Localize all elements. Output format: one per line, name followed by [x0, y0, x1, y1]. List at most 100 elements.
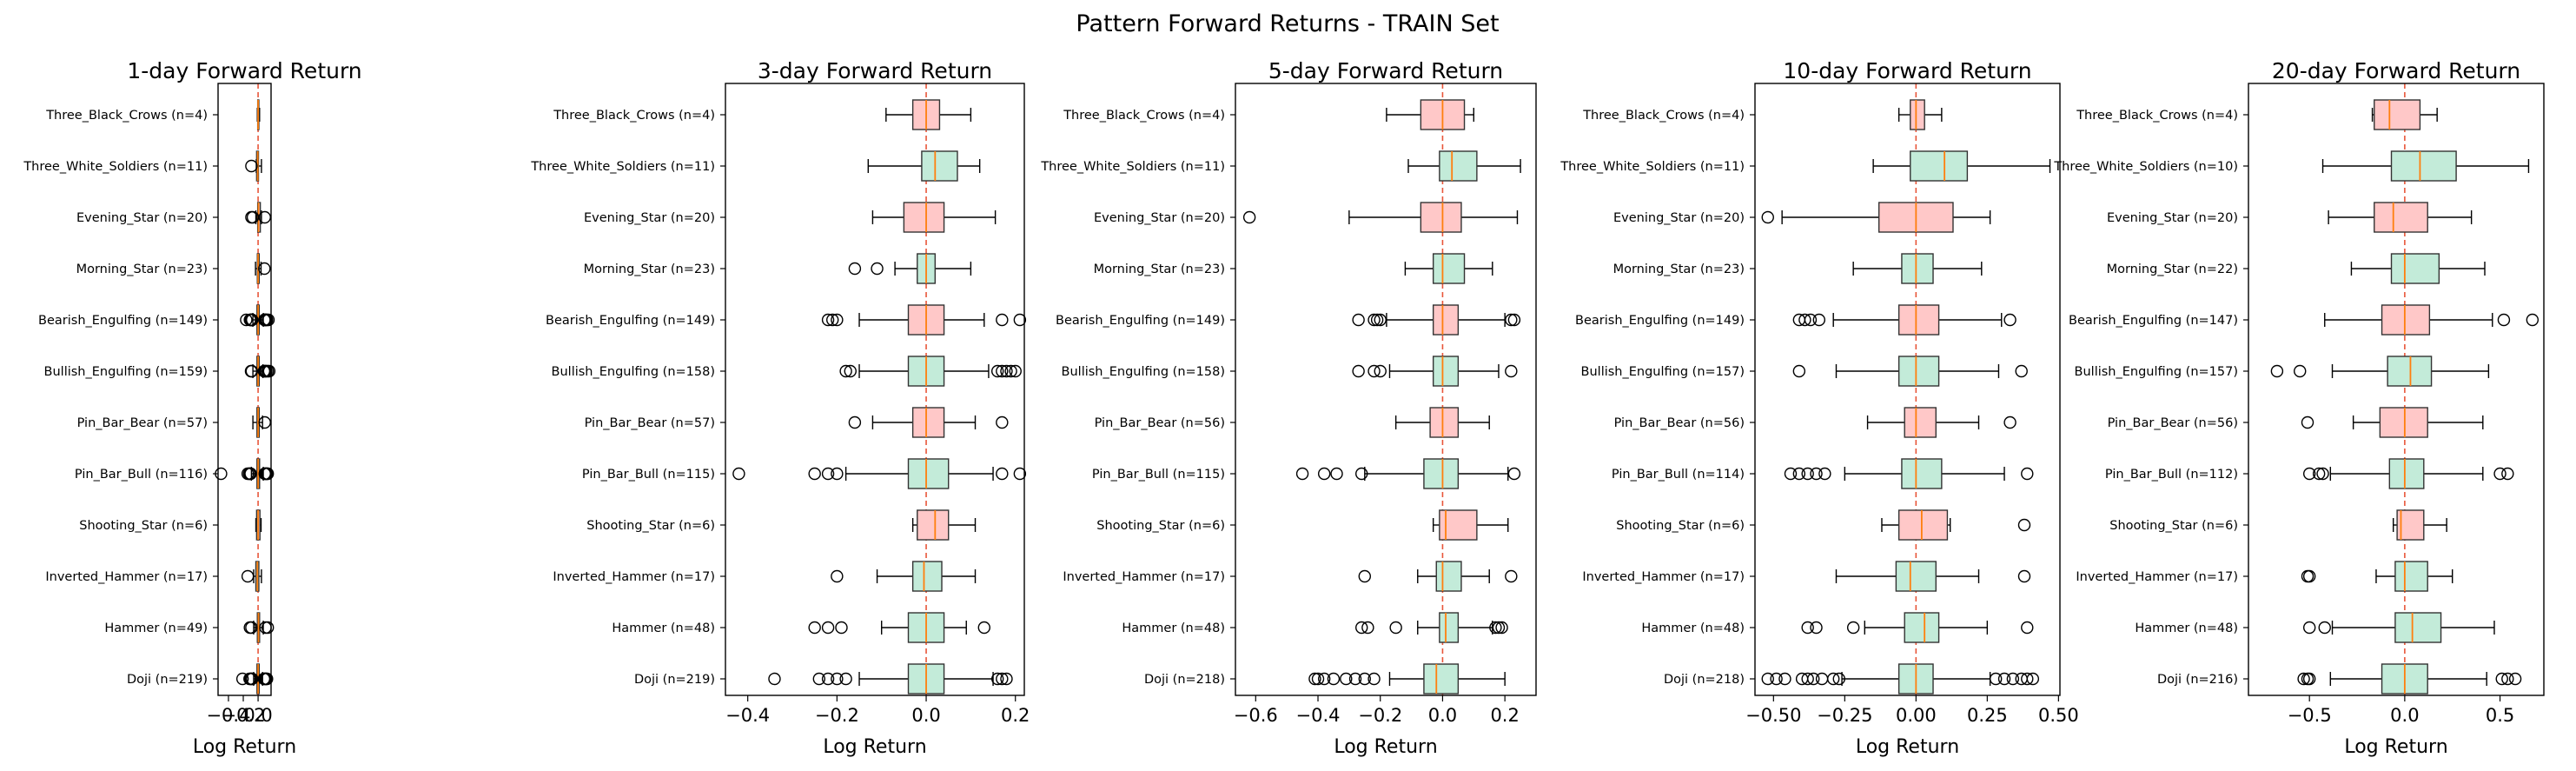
outlier-point — [2302, 672, 2316, 686]
outlier-point — [1327, 672, 1341, 686]
outlier-point — [831, 569, 844, 583]
outlier-point — [1827, 672, 1840, 686]
box-row: Doji (n=219) — [127, 663, 274, 695]
box-row: Evening_Star (n=20) — [76, 202, 271, 233]
outlier-point — [2015, 364, 2028, 378]
iqr-box — [1897, 509, 1949, 541]
outlier-point — [2017, 569, 2031, 583]
box-row: Three_Black_Crows (n=4) — [1582, 99, 1943, 130]
outlier-point — [1812, 313, 1826, 327]
category-label: Pin_Bar_Bear (n=57) — [77, 416, 208, 430]
box-row: Shooting_Star (n=6) — [2109, 509, 2447, 541]
box-row: Shooting_Star (n=6) — [79, 509, 262, 541]
x-tick-label: −0.2 — [222, 705, 266, 726]
box-row: Morning_Star (n=22) — [2107, 253, 2486, 284]
iqr-box — [1423, 458, 1460, 489]
box-row: Evening_Star (n=20) — [2107, 202, 2473, 233]
category-label: Three_Black_Crows (n=4) — [2076, 109, 2238, 123]
outlier-point — [826, 313, 839, 327]
box-row: Bearish_Engulfing (n=149) — [546, 304, 1027, 336]
box-row: Three_White_Soldiers (n=11) — [1560, 150, 2051, 182]
iqr-box — [903, 202, 945, 233]
category-label: Morning_Star (n=23) — [1094, 263, 1225, 276]
iqr-box — [1910, 150, 1969, 182]
category-label: Shooting_Star (n=6) — [1096, 519, 1225, 533]
category-label: Three_Black_Crows (n=4) — [45, 109, 208, 123]
category-label: Pin_Bar_Bull (n=112) — [2105, 468, 2238, 482]
iqr-box — [1901, 458, 1943, 489]
outlier-point — [996, 364, 1009, 378]
x-tick-label: 0.0 — [911, 705, 940, 726]
x-tick-label: 0.2 — [1001, 705, 1030, 726]
category-label: Hammer (n=48) — [2135, 621, 2238, 635]
iqr-box — [1439, 150, 1478, 182]
outlier-point — [245, 621, 258, 635]
box-row: Bearish_Engulfing (n=149) — [38, 304, 275, 336]
outlier-point — [1000, 364, 1013, 378]
outlier-point — [1801, 672, 1814, 686]
outlier-point — [848, 262, 862, 276]
panel-title: 20-day Forward Return — [2272, 58, 2520, 83]
category-label: Doji (n=218) — [1144, 673, 1225, 687]
category-label: Inverted_Hammer (n=17) — [2076, 570, 2238, 584]
category-label: Bullish_Engulfing (n=157) — [2075, 365, 2238, 379]
outlier-point — [2302, 569, 2316, 583]
iqr-box — [917, 509, 950, 541]
category-label: Bearish_Engulfing (n=147) — [2069, 314, 2238, 328]
box-row: Inverted_Hammer (n=17) — [553, 561, 977, 592]
outlier-point — [2318, 621, 2331, 635]
category-label: Pin_Bar_Bear (n=56) — [1095, 416, 1225, 430]
outlier-point — [996, 415, 1009, 429]
box-row: Morning_Star (n=23) — [76, 253, 271, 284]
outlier-point — [245, 159, 258, 173]
outlier-point — [2017, 518, 2031, 532]
category-label: Hammer (n=48) — [1641, 621, 1745, 635]
outlier-point — [1358, 672, 1371, 686]
outlier-point — [1761, 672, 1774, 686]
category-label: Inverted_Hammer (n=17) — [1582, 570, 1745, 584]
outlier-point — [258, 262, 271, 276]
outlier-point — [1374, 313, 1387, 327]
outlier-point — [2508, 672, 2522, 686]
category-label: Three_White_Soldiers (n=11) — [530, 160, 715, 174]
outlier-point — [1778, 672, 1791, 686]
iqr-box — [2374, 202, 2428, 233]
outlier-point — [821, 467, 835, 481]
box-row: Shooting_Star (n=6) — [586, 509, 977, 541]
iqr-box — [2390, 253, 2440, 284]
box-row: Pin_Bar_Bull (n=115) — [582, 458, 1027, 489]
outlier-point — [768, 672, 781, 686]
panel-2: 3-day Forward Return Three_Black_Crows (n… — [530, 58, 1030, 758]
outlier-point — [1507, 313, 1521, 327]
category-label: Evening_Star (n=20) — [76, 211, 208, 225]
outlier-point — [1810, 467, 1823, 481]
outlier-point — [1013, 467, 1027, 481]
box-row: Doji (n=219) — [634, 663, 1013, 695]
category-label: Bearish_Engulfing (n=149) — [1575, 314, 1745, 328]
outlier-point — [1311, 672, 1325, 686]
box-row: Pin_Bar_Bull (n=115) — [1092, 458, 1521, 489]
outlier-point — [261, 621, 275, 635]
outlier-point — [261, 467, 275, 481]
outlier-point — [1997, 672, 2011, 686]
box-row: Pin_Bar_Bear (n=57) — [585, 407, 1009, 438]
box-row: Three_Black_Crows (n=4) — [553, 99, 972, 130]
outlier-point — [821, 621, 835, 635]
outlier-point — [839, 364, 852, 378]
category-label: Bearish_Engulfing (n=149) — [1056, 314, 1225, 328]
iqr-box — [1897, 356, 1940, 387]
outlier-point — [2316, 467, 2329, 481]
outlier-point — [1989, 672, 2003, 686]
category-label: Bullish_Engulfing (n=158) — [552, 365, 715, 379]
category-label: Three_White_Soldiers (n=10) — [2053, 160, 2238, 174]
outlier-point — [1784, 467, 1798, 481]
outlier-point — [1367, 313, 1381, 327]
box-row: Inverted_Hammer (n=17) — [1063, 561, 1518, 592]
category-label: Pin_Bar_Bear (n=56) — [2108, 416, 2238, 430]
box-row: Hammer (n=48) — [1122, 612, 1508, 643]
category-label: Doji (n=218) — [1664, 673, 1745, 687]
box-row: Pin_Bar_Bear (n=57) — [77, 407, 271, 438]
outlier-point — [2493, 467, 2506, 481]
category-label: Evening_Star (n=20) — [2107, 211, 2238, 225]
